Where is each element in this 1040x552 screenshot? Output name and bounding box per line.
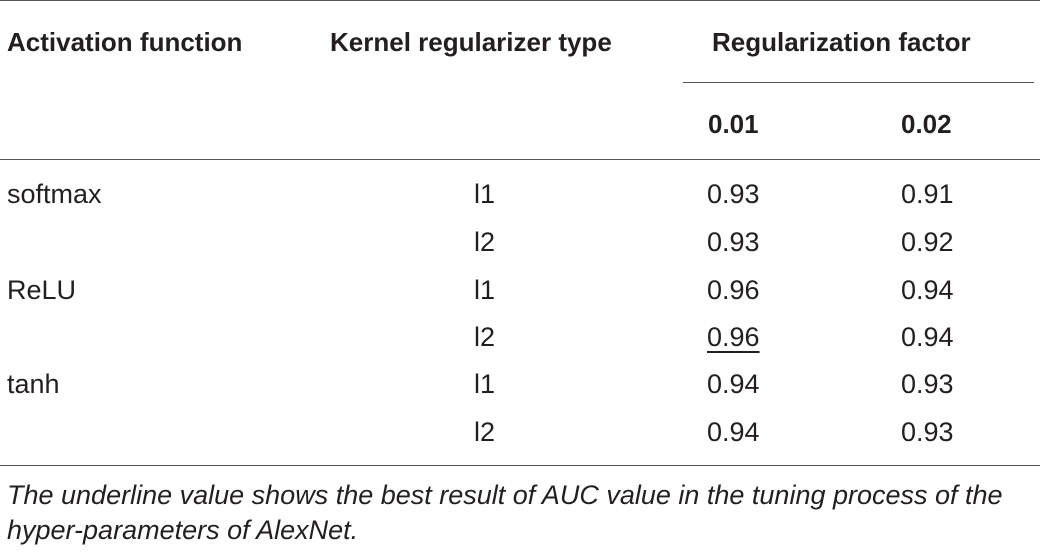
activation-cell: ReLU <box>7 275 77 305</box>
activation-cell: tanh <box>7 369 60 399</box>
value-0-02-cell: 0.91 <box>901 179 954 209</box>
value-0-02-cell: 0.94 <box>901 322 954 352</box>
value-0-01-cell: 0.93 <box>707 227 760 257</box>
value-0-01-cell: 0.96 <box>707 275 760 305</box>
value-0-01-cell: 0.94 <box>707 417 760 447</box>
kernel-cell: l2 <box>474 227 496 257</box>
value-0-02-cell: 0.92 <box>901 227 954 257</box>
kernel-cell: l1 <box>474 369 496 399</box>
table-top-rule <box>0 0 1040 1</box>
table-bottom-rule <box>0 465 1040 466</box>
value-0-02-cell: 0.94 <box>901 275 954 305</box>
table-caption: The underline value shows the best resul… <box>7 480 1003 545</box>
value-0-01-cell: 0.94 <box>707 369 760 399</box>
header-bottom-rule <box>0 159 1040 160</box>
header-kernel-regularizer-type: Kernel regularizer type <box>330 27 612 57</box>
best-value-underlined-cell: 0.96 <box>707 322 760 352</box>
header-regularization-factor: Regularization factor <box>712 27 971 57</box>
header-factor-0-01: 0.01 <box>708 109 759 139</box>
value-0-01-cell: 0.93 <box>707 179 760 209</box>
kernel-cell: l2 <box>474 417 496 447</box>
activation-cell: softmax <box>7 179 102 209</box>
value-0-02-cell: 0.93 <box>901 417 954 447</box>
value-0-02-cell: 0.93 <box>901 369 954 399</box>
header-activation-function: Activation function <box>7 27 243 57</box>
header-span-rule <box>683 82 1034 83</box>
kernel-cell: l1 <box>474 275 496 305</box>
kernel-cell: l2 <box>474 322 496 352</box>
kernel-cell: l1 <box>474 179 496 209</box>
header-factor-0-02: 0.02 <box>901 109 952 139</box>
